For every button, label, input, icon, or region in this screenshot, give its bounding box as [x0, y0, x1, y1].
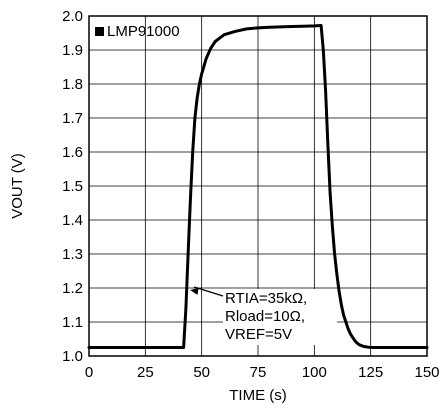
- y-tick-label: 1.9: [62, 42, 83, 59]
- y-axis-label: VOUT (V): [9, 153, 26, 219]
- y-tick-label: 1.6: [62, 144, 83, 161]
- annotation-background: [223, 289, 337, 345]
- x-tick-label: 150: [414, 364, 439, 381]
- annotation-line-vref: VREF=5V: [225, 326, 292, 343]
- annotation-arrowhead: [190, 288, 199, 295]
- x-tick-labels: 0 25 50 75 100 125 150: [85, 364, 440, 381]
- y-tick-label: 1.8: [62, 76, 83, 93]
- annotation-line-rtia: RTIA=35kΩ,: [225, 290, 307, 307]
- y-tick-label: 1.4: [62, 212, 83, 229]
- y-tick-label: 1.2: [62, 280, 83, 297]
- y-tick-label: 1.0: [62, 348, 83, 365]
- legend: LMP91000: [95, 23, 180, 40]
- legend-swatch: [95, 27, 104, 36]
- x-tick-label: 25: [137, 364, 154, 381]
- annotation-line-rload: Rload=10Ω,: [225, 308, 305, 325]
- x-tick-label: 100: [302, 364, 327, 381]
- x-tick-label: 50: [193, 364, 210, 381]
- series-line-0: [87, 24, 429, 349]
- x-tick-label: 125: [358, 364, 383, 381]
- y-tick-label: 1.7: [62, 110, 83, 127]
- series-layer: [87, 24, 429, 349]
- x-axis-label: TIME (s): [229, 387, 287, 404]
- annotation-arrow: [193, 286, 224, 297]
- y-tick-label: 2.0: [62, 8, 83, 25]
- x-tick-label: 75: [250, 364, 267, 381]
- y-tick-label: 1.3: [62, 246, 83, 263]
- x-tick-label: 0: [85, 364, 93, 381]
- plot-frame: [88, 15, 428, 357]
- y-tick-label: 1.1: [62, 314, 83, 331]
- y-tick-label: 1.5: [62, 178, 83, 195]
- annotation: RTIA=35kΩ, Rload=10Ω, VREF=5V: [190, 286, 337, 345]
- y-tick-labels: 1.0 1.1 1.2 1.3 1.4 1.5 1.6 1.7 1.8 1.9 2.0: [62, 8, 83, 365]
- legend-label: LMP91000: [107, 23, 180, 40]
